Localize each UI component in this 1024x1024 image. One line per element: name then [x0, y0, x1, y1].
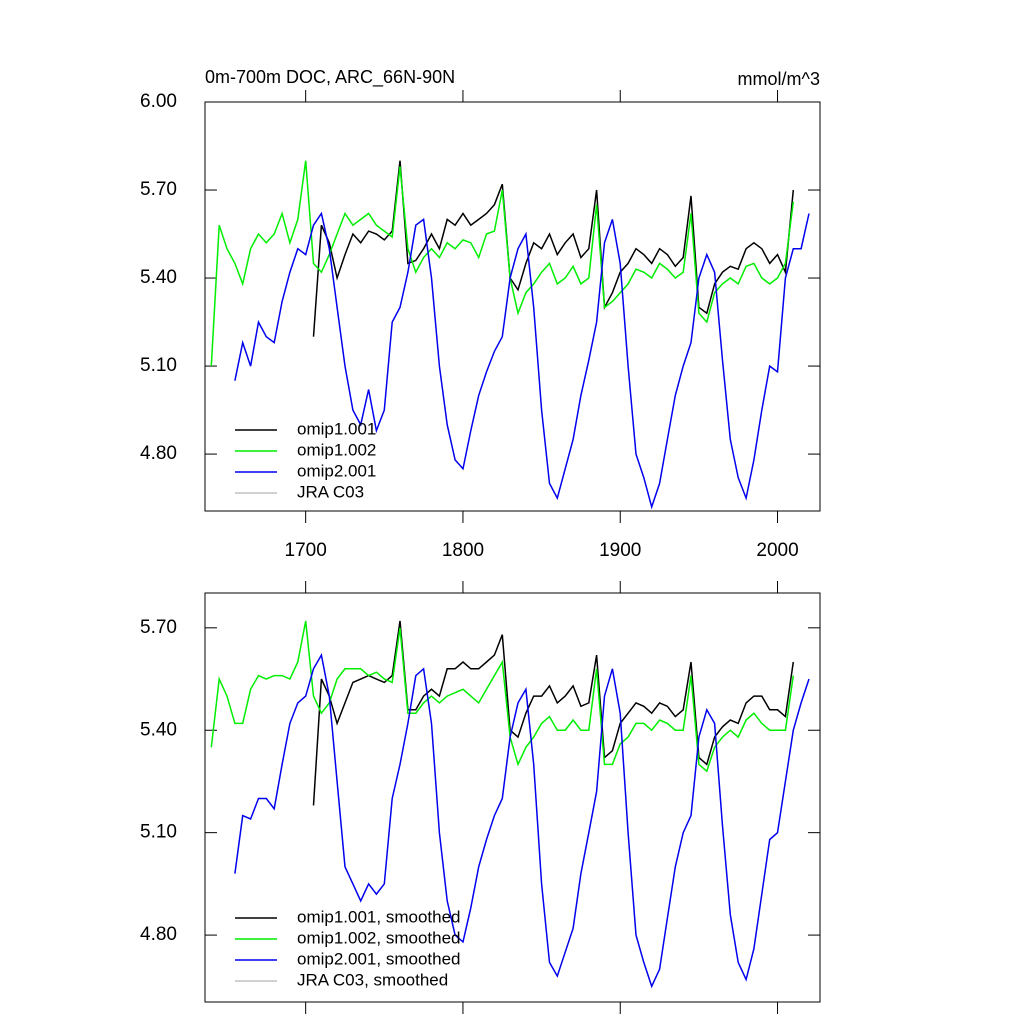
- data-line: [210, 620, 795, 773]
- y-tick-label: 6.00: [140, 91, 177, 112]
- data-line: [234, 211, 810, 510]
- legend-label: omip1.001, smoothed: [297, 907, 461, 926]
- x-tick-label: 1700: [285, 540, 327, 561]
- chart-title: 0m-700m DOC, ARC_66N-90N: [205, 67, 455, 88]
- y-tick-label: 5.10: [140, 822, 177, 843]
- data-line: [312, 620, 795, 806]
- y-tick-label: 4.80: [140, 924, 177, 945]
- y-tick-label: 5.40: [140, 267, 177, 288]
- x-tick-label: 1900: [599, 540, 641, 561]
- data-line: [210, 160, 795, 367]
- legend-label: omip1.002, smoothed: [297, 928, 461, 947]
- x-tick-label: 2000: [756, 540, 798, 561]
- data-line: [234, 652, 810, 989]
- legend-label: omip2.001, smoothed: [297, 949, 461, 968]
- y-tick-label: 4.80: [140, 443, 177, 464]
- legend-label: omip1.002: [297, 440, 376, 459]
- x-tick-label: 1800: [442, 540, 484, 561]
- plot-frame: [204, 101, 821, 512]
- legend-label: JRA C03, smoothed: [297, 970, 448, 989]
- legend-label: omip2.001: [297, 461, 376, 480]
- plot-frame: [204, 592, 821, 1003]
- y-tick-label: 5.10: [140, 355, 177, 376]
- y-tick-label: 5.70: [140, 617, 177, 638]
- legend-label: omip1.001: [297, 419, 376, 438]
- y-tick-label: 5.70: [140, 179, 177, 200]
- legend-label: JRA C03: [297, 482, 364, 501]
- data-line: [312, 160, 795, 337]
- y-tick-label: 5.40: [140, 719, 177, 740]
- units-label: mmol/m^3: [738, 69, 820, 89]
